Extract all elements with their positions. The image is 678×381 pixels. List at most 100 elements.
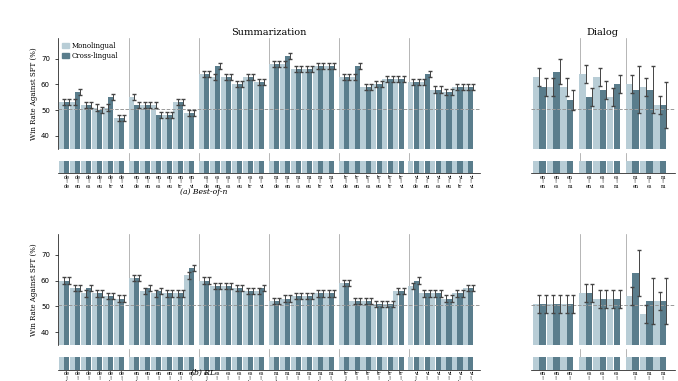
Bar <box>86 288 92 381</box>
Bar <box>134 278 139 381</box>
Bar <box>97 293 102 381</box>
Bar <box>97 110 102 239</box>
Bar <box>424 357 430 370</box>
Bar <box>259 288 264 381</box>
Text: (b) RL: (b) RL <box>191 369 216 377</box>
Bar <box>355 161 360 173</box>
Bar <box>86 161 92 173</box>
Bar <box>533 357 539 370</box>
Bar <box>607 299 614 381</box>
Bar <box>424 293 430 381</box>
Bar <box>156 161 161 173</box>
Bar <box>75 161 81 173</box>
Bar <box>64 161 69 173</box>
Bar <box>210 161 215 173</box>
Bar <box>441 357 446 370</box>
Bar <box>447 357 452 370</box>
Bar <box>254 357 259 370</box>
Bar <box>302 296 306 381</box>
Bar <box>614 161 620 173</box>
Bar <box>349 357 355 370</box>
Bar <box>567 357 574 370</box>
Bar <box>626 357 632 370</box>
Bar <box>553 72 559 239</box>
Bar <box>108 161 113 173</box>
Bar <box>279 357 285 370</box>
Bar <box>134 161 139 173</box>
Bar <box>546 357 553 370</box>
Bar <box>361 301 365 381</box>
Bar <box>59 357 64 370</box>
Bar <box>291 296 296 381</box>
Bar <box>646 357 652 370</box>
Bar <box>435 357 441 370</box>
Bar <box>178 293 183 381</box>
Bar <box>140 357 145 370</box>
Bar <box>302 357 306 370</box>
Bar <box>414 161 418 173</box>
Bar <box>323 66 329 239</box>
Bar <box>329 66 334 239</box>
Bar <box>329 357 334 370</box>
Bar <box>654 161 660 173</box>
Bar <box>626 85 632 239</box>
Bar <box>108 97 113 239</box>
Bar <box>313 161 317 173</box>
Bar <box>173 102 178 239</box>
Bar <box>140 105 145 239</box>
Bar <box>237 161 242 173</box>
Bar <box>145 161 151 173</box>
Bar <box>372 161 376 173</box>
Bar <box>372 304 376 381</box>
Bar <box>156 115 161 239</box>
Bar <box>291 161 296 173</box>
Bar <box>140 291 145 381</box>
Bar <box>296 161 301 173</box>
Bar <box>199 74 204 239</box>
Bar <box>580 74 586 239</box>
Bar <box>237 288 242 381</box>
Bar <box>365 161 371 173</box>
Bar <box>59 102 64 239</box>
Bar <box>145 288 151 381</box>
Bar <box>546 161 553 173</box>
Bar <box>274 301 279 381</box>
Bar <box>593 357 599 370</box>
Bar <box>184 113 189 239</box>
Bar <box>561 357 567 370</box>
Bar <box>162 293 167 381</box>
Bar <box>81 161 86 173</box>
Bar <box>184 357 189 370</box>
Bar <box>210 77 215 239</box>
Bar <box>70 288 75 381</box>
Bar <box>349 77 355 239</box>
Bar <box>361 357 365 370</box>
Bar <box>156 291 161 381</box>
Bar <box>393 357 399 370</box>
Bar <box>259 82 264 239</box>
Bar <box>92 161 97 173</box>
Bar <box>114 118 119 239</box>
Bar <box>173 357 178 370</box>
Bar <box>302 161 306 173</box>
Bar <box>654 357 660 370</box>
Bar <box>119 118 124 239</box>
Bar <box>92 293 97 381</box>
Bar <box>296 296 301 381</box>
Bar <box>259 357 264 370</box>
Bar <box>103 357 108 370</box>
Bar <box>441 161 446 173</box>
Bar <box>468 87 473 239</box>
Bar <box>344 77 348 239</box>
Bar <box>306 357 312 370</box>
Bar <box>408 357 414 370</box>
Bar <box>318 357 323 370</box>
Bar <box>291 69 296 239</box>
Bar <box>355 301 360 381</box>
Bar <box>70 357 75 370</box>
Bar <box>70 102 75 239</box>
Bar <box>232 85 237 239</box>
Bar <box>546 304 553 381</box>
Bar <box>393 291 399 381</box>
Bar <box>355 66 360 239</box>
